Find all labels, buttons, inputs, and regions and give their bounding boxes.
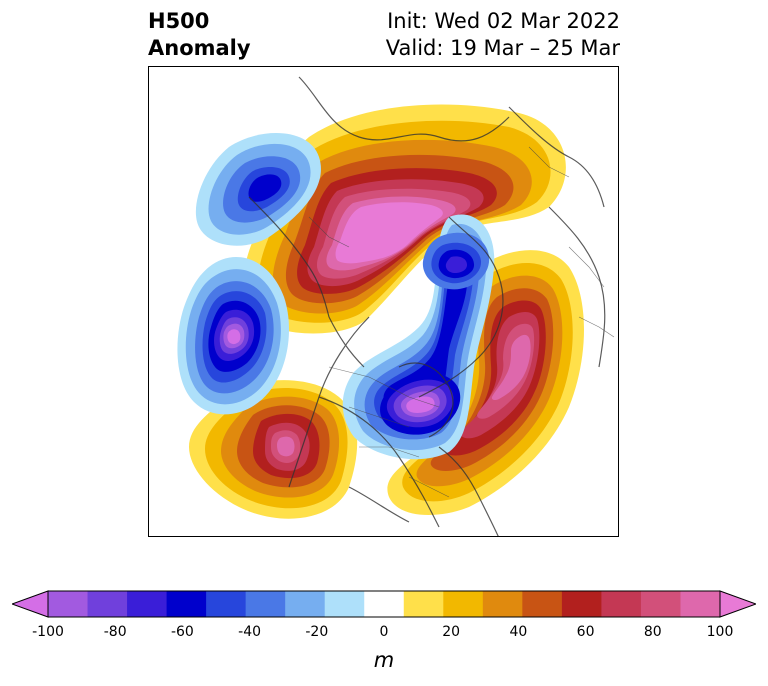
colorbar-segment (601, 591, 642, 617)
colorbar-extend-max (719, 590, 756, 618)
colorbar-tick-label: -100 (32, 624, 64, 640)
title-field: Anomaly (148, 36, 251, 60)
negative-anomaly-gulf-of-alaska (177, 257, 289, 415)
colorbar-ticks: -100 -80 -60 -40 -20 0 20 40 60 80 100 (0, 624, 768, 644)
colorbar-segment (166, 591, 207, 617)
colorbar-segment (48, 591, 89, 617)
negative-anomaly-northern-pacific (195, 133, 321, 246)
colorbar-tick-label: 20 (442, 624, 461, 640)
colorbar-tick-label: -40 (238, 624, 262, 640)
plot-title-right: Init: Wed 02 Mar 2022 Valid: 19 Mar – 25… (386, 8, 620, 62)
colorbar-segment (403, 591, 444, 617)
valid-range-label: Valid: 19 Mar – 25 Mar (385, 36, 620, 60)
colorbar-outline (47, 590, 721, 618)
colorbar-segment (87, 591, 128, 617)
colorbar-segment (640, 591, 681, 617)
colorbar-segment (522, 591, 563, 617)
title-variable: H500 (148, 9, 210, 33)
colorbar-unit-label: m (373, 648, 395, 672)
colorbar-extend-min (12, 590, 49, 618)
negative-anomaly-kara-sea (422, 232, 490, 290)
positive-anomaly-northern-canada-greenland (242, 104, 566, 334)
colorbar-segment (364, 591, 405, 617)
borders (308, 146, 615, 498)
colorbar-segment (482, 591, 523, 617)
anomaly-map (148, 66, 619, 537)
colorbar-tick-label: 0 (379, 624, 389, 640)
colorbar-segment (561, 591, 602, 617)
colorbar-tick-label: -80 (103, 624, 127, 640)
colorbar-tick-label: -60 (170, 624, 194, 640)
colorbar-tick-label: 100 (706, 624, 734, 640)
colorbar (12, 590, 756, 618)
colorbar-segment (680, 591, 721, 617)
anomaly-map-svg (177, 76, 615, 536)
colorbar-tick-label: 80 (643, 624, 662, 640)
colorbar-segment (245, 591, 286, 617)
init-date-label: Init: Wed 02 Mar 2022 (387, 9, 620, 33)
colorbar-segment (324, 591, 365, 617)
positive-anomaly-eastern-pacific (189, 380, 358, 519)
colorbar-tick-label: 40 (509, 624, 528, 640)
colorbar-segment (443, 591, 484, 617)
colorbar-segment (206, 591, 247, 617)
colorbar-tick-label: 60 (576, 624, 595, 640)
coastlines (248, 76, 606, 536)
colorbar-segment (285, 591, 326, 617)
plot-title-left: H500 Anomaly (148, 8, 251, 62)
colorbar-segment (127, 591, 168, 617)
colorbar-tick-label: -20 (305, 624, 329, 640)
